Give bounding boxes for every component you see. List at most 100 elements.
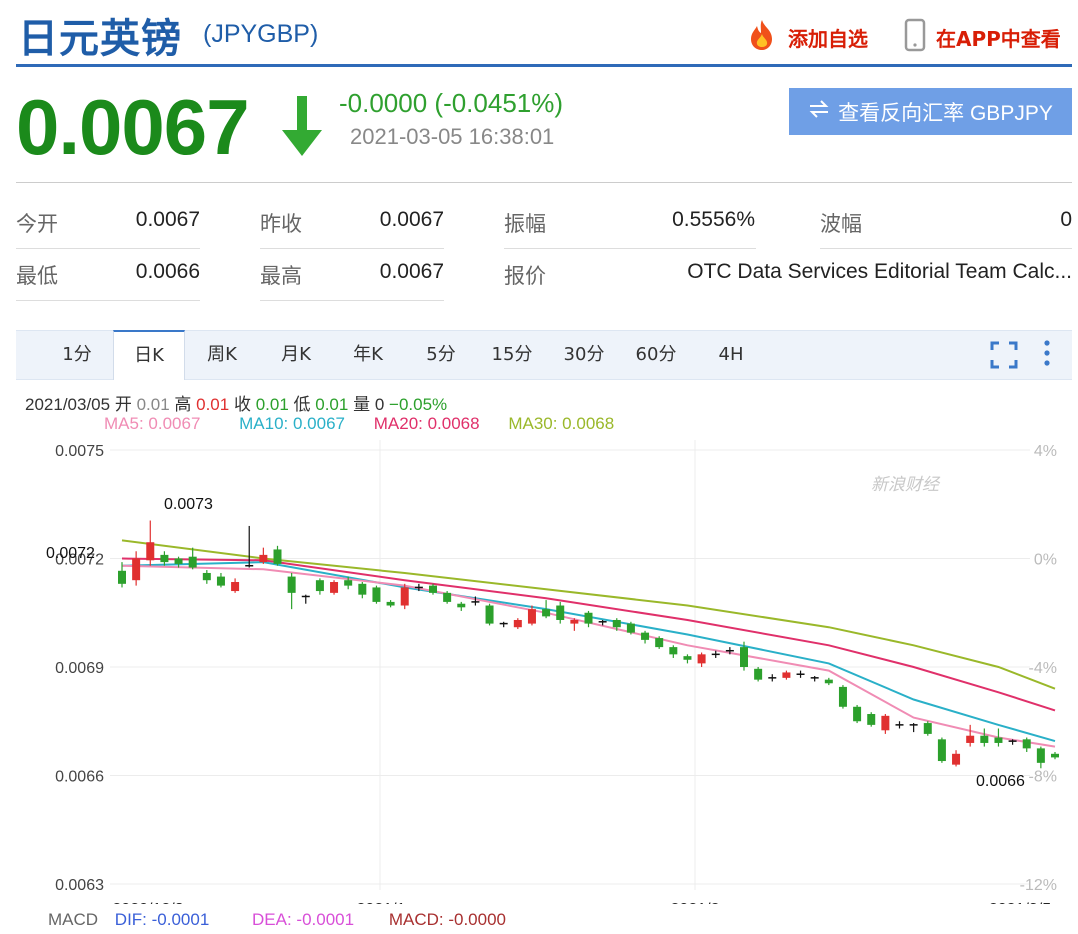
fullscreen-icon[interactable]: [990, 341, 1018, 373]
info-close-value: 0.01: [255, 395, 289, 414]
candle: [612, 618, 621, 631]
candle-body: [641, 632, 650, 640]
add-watchlist-button[interactable]: 添加自选: [746, 18, 868, 57]
candle: [386, 600, 395, 608]
candle-body: [542, 609, 551, 617]
x-tick-label: 2021/2: [671, 901, 720, 904]
candle: [937, 737, 946, 763]
candle-body: [980, 735, 989, 743]
candle: [231, 578, 240, 593]
candle: [966, 724, 975, 747]
candle: [923, 721, 932, 736]
candle: [909, 723, 918, 733]
tab-1min[interactable]: 1分: [62, 344, 92, 365]
candle: [414, 583, 423, 592]
candle-body: [386, 601, 395, 606]
ref-label: 0.0072: [46, 545, 95, 562]
tab-yearly-k[interactable]: 年K: [353, 344, 383, 365]
stat-amplitude-label: 振幅: [504, 212, 546, 236]
y-tick-label: 0.0066: [55, 769, 104, 786]
candle: [711, 650, 720, 658]
candle: [980, 728, 989, 747]
candle-body: [146, 542, 155, 561]
candle-body: [372, 587, 381, 602]
add-watchlist-label: 添加自选: [788, 27, 868, 51]
candle-body: [400, 587, 409, 606]
tab-60min[interactable]: 60分: [635, 344, 677, 365]
candle-body: [556, 605, 565, 620]
candle: [1036, 746, 1045, 769]
candle: [118, 562, 126, 588]
candle: [810, 676, 819, 682]
y-tick-label: 0.0069: [55, 660, 104, 677]
pct-tick-label: -12%: [1020, 877, 1057, 894]
tab-30min[interactable]: 30分: [563, 344, 605, 365]
candle: [429, 583, 437, 595]
candle-body: [952, 753, 961, 765]
stat-quote-source-label: 报价: [504, 264, 546, 288]
macd-dea: DEA: -0.0001: [252, 910, 355, 929]
candle: [881, 714, 890, 734]
reverse-rate-label: 查看反向汇率 GBPJPY: [838, 101, 1053, 125]
divider: [820, 248, 1072, 249]
ma-legend: MA5: 0.0067 MA10: 0.0067 MA20: 0.0068 MA…: [104, 414, 614, 434]
x-tick-label: 2021/3/5: [989, 901, 1051, 904]
current-price: 0.0067: [16, 83, 250, 171]
ma20-line: [121, 557, 1056, 712]
divider: [16, 248, 200, 249]
candle: [457, 601, 466, 611]
candle-body: [259, 554, 268, 563]
candle: [655, 636, 664, 649]
info-high-value: 0.01: [196, 395, 230, 414]
tab-weekly-k[interactable]: 周K: [207, 344, 237, 365]
candle-body: [570, 619, 579, 624]
candle-body: [838, 686, 847, 707]
candle-body: [697, 654, 706, 664]
macd-value: MACD: -0.0000: [388, 910, 506, 929]
candle-body: [683, 656, 692, 660]
candle-body: [1022, 739, 1031, 749]
candle: [584, 610, 593, 628]
x-tick-label: 2021/1: [357, 901, 406, 904]
stat-low-value: 0.0066: [135, 260, 200, 283]
candle-body: [527, 609, 536, 624]
stat-open-value: 0.0067: [135, 208, 200, 231]
ma30-line: [121, 539, 1056, 690]
header-divider: [16, 64, 1072, 67]
candle-body: [994, 737, 1003, 743]
view-in-app-button[interactable]: 在APP中查看: [904, 18, 1061, 57]
candle-body: [584, 612, 593, 624]
pct-tick-label: -4%: [1029, 660, 1057, 677]
ohlc-info: 2021/03/05 开 0.01 高 0.01 收 0.01 低 0.01 量…: [25, 390, 447, 415]
tab-5min[interactable]: 5分: [426, 344, 456, 365]
candle-body: [966, 735, 975, 743]
reverse-rate-button[interactable]: 查看反向汇率 GBPJPY: [789, 88, 1072, 135]
candle: [740, 641, 748, 671]
candle: [1051, 751, 1059, 760]
more-options-icon[interactable]: [1040, 339, 1054, 373]
ma5-line: [121, 564, 1056, 748]
tab-monthly-k[interactable]: 月K: [281, 344, 311, 365]
candle-body: [358, 583, 367, 595]
info-low-label: 低: [293, 395, 311, 414]
candle: [867, 712, 876, 727]
legend-ma30: MA30: 0.0068: [508, 414, 615, 433]
divider: [260, 300, 444, 301]
candle: [259, 547, 268, 564]
symbol-code: (JPYGBP): [203, 20, 319, 48]
candle: [513, 618, 522, 630]
divider: [260, 248, 444, 249]
candle: [669, 645, 678, 658]
info-vol-value: 0: [374, 395, 385, 414]
candle: [782, 670, 791, 680]
pct-tick-label: 0%: [1034, 552, 1057, 569]
kline-chart[interactable]: 新浪财经 0.0075 0.0072 0.0069 0.0066 0.0063 4% 0% -…: [0, 436, 1078, 904]
min-label: 0.0066: [976, 773, 1025, 790]
tab-daily-k[interactable]: 日K: [113, 330, 185, 380]
info-pct: −0.05%: [389, 395, 448, 414]
max-label: 0.0073: [164, 496, 213, 513]
candle: [443, 591, 452, 604]
candle-body: [626, 623, 635, 633]
tab-4h[interactable]: 4H: [718, 344, 744, 365]
tab-15min[interactable]: 15分: [491, 344, 533, 365]
